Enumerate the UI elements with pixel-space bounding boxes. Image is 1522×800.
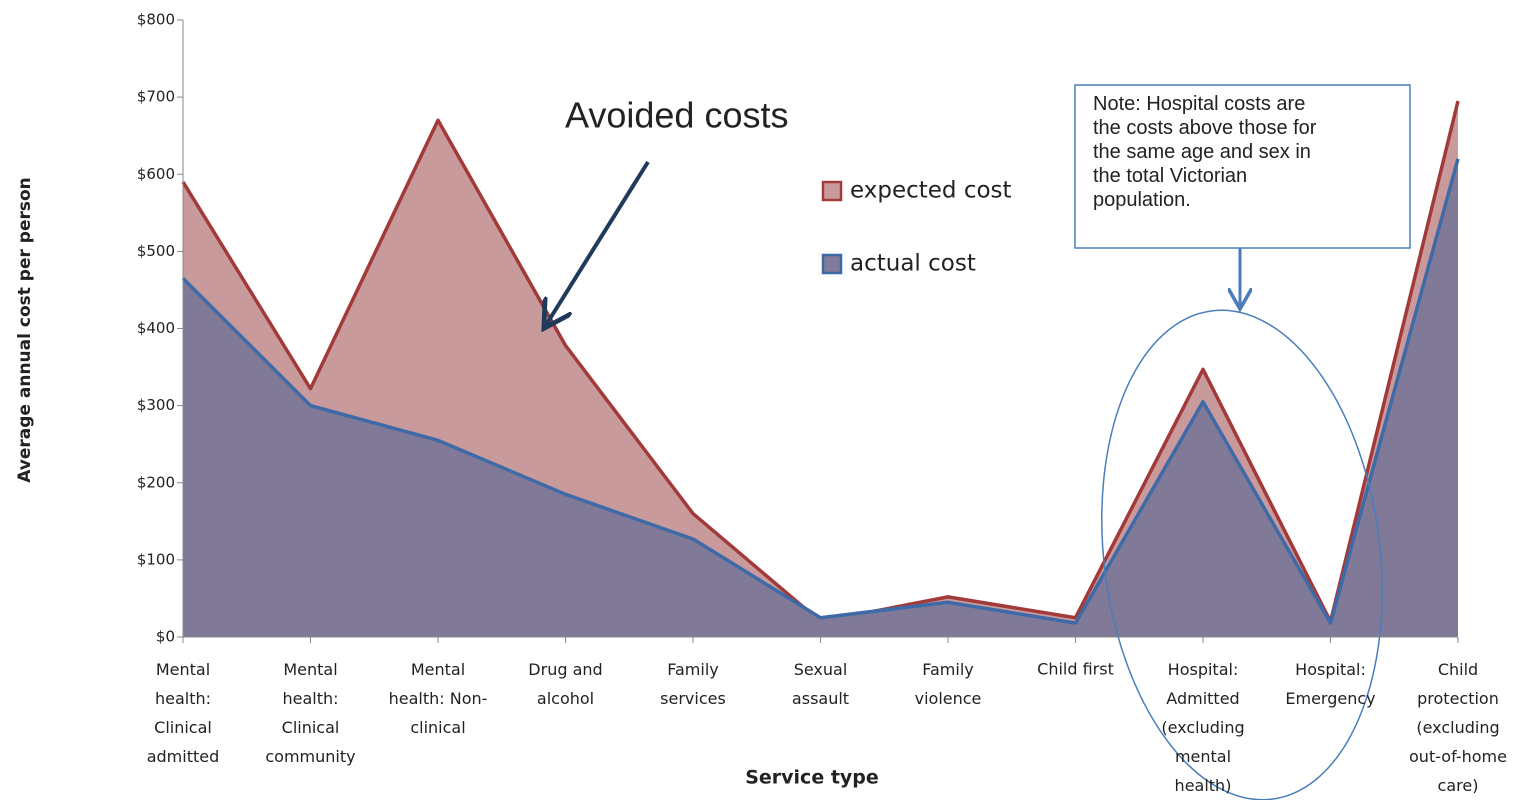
x-tick-label: Mental health: Non-clinical	[389, 660, 488, 737]
annotation: Avoided costs	[565, 95, 788, 136]
legend-swatch	[821, 180, 843, 202]
note-text: Note: Hospital costs are the costs above …	[1093, 93, 1317, 211]
area-edge	[181, 158, 1460, 625]
note-box	[1074, 84, 1411, 249]
y-tick-label: $400	[137, 319, 175, 337]
legend-swatch	[821, 253, 843, 275]
x-tick-label: Family violence	[915, 660, 982, 708]
y-tick-label: $800	[137, 11, 175, 29]
y-axis-title: Average annual cost per person	[15, 177, 35, 483]
x-tick-label: Hospital: Emergency	[1285, 660, 1375, 708]
highlight-ellipse	[1101, 309, 1383, 800]
y-tick-label: $600	[137, 165, 175, 183]
x-tick-label: Hospital: Admitted (excluding mental health)	[1161, 660, 1244, 795]
y-tick-label: $500	[137, 242, 175, 260]
x-tick-label: Child first	[1037, 660, 1114, 679]
y-tick-label: $300	[137, 396, 175, 414]
x-tick-label: Family services	[660, 660, 726, 708]
arrow	[546, 160, 650, 325]
area	[183, 158, 1458, 637]
x-tick-label: Drug and alcohol	[528, 660, 602, 708]
y-tick-label: $200	[137, 473, 175, 491]
x-tick-label: Mental health: Clinical admitted	[147, 660, 220, 766]
legend-label: expected cost	[850, 178, 1012, 204]
y-tick-label: $100	[137, 550, 175, 568]
y-tick-label: $0	[156, 628, 175, 646]
x-tick-label: Mental health: Clinical community	[265, 660, 355, 766]
x-axis-title: Service type	[745, 767, 879, 789]
legend-label: actual cost	[850, 251, 976, 277]
x-tick-label: Child protection (excluding out-of-home care…	[1409, 660, 1507, 795]
x-tick-label: Sexual assault	[792, 660, 849, 708]
y-tick-label: $700	[137, 88, 175, 106]
